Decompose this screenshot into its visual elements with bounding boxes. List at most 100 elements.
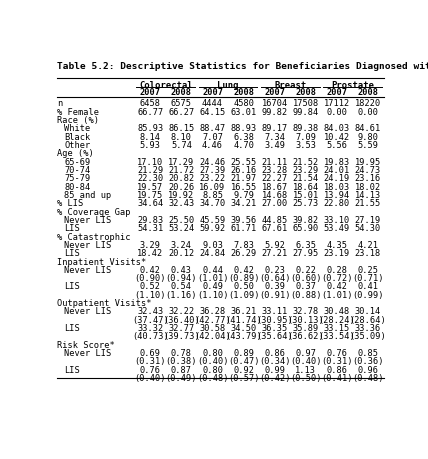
Text: 0.86: 0.86 <box>264 348 285 357</box>
Text: (28.64): (28.64) <box>350 315 386 324</box>
Text: (0.48): (0.48) <box>197 373 228 382</box>
Text: 19.57: 19.57 <box>137 182 163 191</box>
Text: 4.70: 4.70 <box>233 140 254 150</box>
Text: Lung: Lung <box>217 80 239 90</box>
Text: 44.85: 44.85 <box>262 215 288 224</box>
Text: 0.22: 0.22 <box>295 265 316 274</box>
Text: 7.83: 7.83 <box>233 241 254 249</box>
Text: 30.58: 30.58 <box>199 324 226 332</box>
Text: 5.74: 5.74 <box>171 140 192 150</box>
Text: 67.61: 67.61 <box>262 224 288 233</box>
Text: Never LIS: Never LIS <box>64 348 111 357</box>
Text: 0.52: 0.52 <box>140 282 161 291</box>
Text: 36.21: 36.21 <box>231 307 257 316</box>
Text: (0.88): (0.88) <box>290 290 321 299</box>
Text: Risk Score*: Risk Score* <box>57 340 115 349</box>
Text: 21.54: 21.54 <box>293 174 319 183</box>
Text: 36.35: 36.35 <box>262 324 288 332</box>
Text: 34.64: 34.64 <box>137 199 163 208</box>
Text: 45.59: 45.59 <box>199 215 226 224</box>
Text: 65.90: 65.90 <box>293 224 319 233</box>
Text: (0.91): (0.91) <box>259 290 291 299</box>
Text: (0.47): (0.47) <box>228 357 259 366</box>
Text: 0.80: 0.80 <box>202 348 223 357</box>
Text: LIS: LIS <box>64 365 80 374</box>
Text: Never LIS: Never LIS <box>64 307 111 316</box>
Text: % LIS: % LIS <box>57 199 83 208</box>
Text: 54.30: 54.30 <box>355 224 381 233</box>
Text: (0.41): (0.41) <box>321 373 353 382</box>
Text: 24.73: 24.73 <box>355 166 381 174</box>
Text: 3.24: 3.24 <box>171 241 192 249</box>
Text: 32.22: 32.22 <box>168 307 195 316</box>
Text: 0.80: 0.80 <box>202 365 223 374</box>
Text: 0.00: 0.00 <box>327 107 348 117</box>
Text: 2008: 2008 <box>295 88 316 97</box>
Text: 22.27: 22.27 <box>262 174 288 183</box>
Text: 61.71: 61.71 <box>231 224 257 233</box>
Text: 0.96: 0.96 <box>357 365 378 374</box>
Text: 1.13: 1.13 <box>295 365 316 374</box>
Text: % Catastrophic: % Catastrophic <box>57 232 130 241</box>
Text: 0.42: 0.42 <box>233 265 254 274</box>
Text: (1.01): (1.01) <box>197 274 228 283</box>
Text: 4580: 4580 <box>233 99 254 108</box>
Text: Prostate: Prostate <box>331 80 374 90</box>
Text: 17.10: 17.10 <box>137 157 163 166</box>
Text: 9.79: 9.79 <box>233 190 254 200</box>
Text: 9.03: 9.03 <box>202 241 223 249</box>
Text: 0.76: 0.76 <box>140 365 161 374</box>
Text: 36.28: 36.28 <box>199 307 226 316</box>
Text: 26.29: 26.29 <box>231 249 257 257</box>
Text: 70-74: 70-74 <box>64 166 90 174</box>
Text: 32.43: 32.43 <box>168 199 195 208</box>
Text: 25.50: 25.50 <box>168 215 195 224</box>
Text: 33.11: 33.11 <box>262 307 288 316</box>
Text: 5.56: 5.56 <box>327 140 348 150</box>
Text: (0.40): (0.40) <box>197 357 228 366</box>
Text: 30.14: 30.14 <box>355 307 381 316</box>
Text: (0.71): (0.71) <box>352 274 384 283</box>
Text: (0.72): (0.72) <box>321 274 353 283</box>
Text: 23.16: 23.16 <box>355 174 381 183</box>
Text: (30.13): (30.13) <box>288 315 324 324</box>
Text: 23.29: 23.29 <box>293 166 319 174</box>
Text: 0.49: 0.49 <box>202 282 223 291</box>
Text: 27.39: 27.39 <box>199 166 226 174</box>
Text: (43.79): (43.79) <box>225 332 262 341</box>
Text: 30.48: 30.48 <box>324 307 350 316</box>
Text: 0.92: 0.92 <box>233 365 254 374</box>
Text: 20.82: 20.82 <box>168 174 195 183</box>
Text: 59.92: 59.92 <box>199 224 226 233</box>
Text: (0.31): (0.31) <box>321 357 353 366</box>
Text: 0.42: 0.42 <box>140 265 161 274</box>
Text: 84.61: 84.61 <box>355 124 381 133</box>
Text: 33.36: 33.36 <box>355 324 381 332</box>
Text: 0.69: 0.69 <box>140 348 161 357</box>
Text: 66.77: 66.77 <box>137 107 163 117</box>
Text: 18.02: 18.02 <box>355 182 381 191</box>
Text: 21.11: 21.11 <box>262 157 288 166</box>
Text: 64.15: 64.15 <box>199 107 226 117</box>
Text: (35.64): (35.64) <box>256 332 293 341</box>
Text: 25.73: 25.73 <box>293 199 319 208</box>
Text: 0.99: 0.99 <box>264 365 285 374</box>
Text: 27.00: 27.00 <box>262 199 288 208</box>
Text: 22.80: 22.80 <box>324 199 350 208</box>
Text: 0.89: 0.89 <box>233 348 254 357</box>
Text: LIS: LIS <box>64 282 80 291</box>
Text: 2007: 2007 <box>202 88 223 97</box>
Text: 0.25: 0.25 <box>357 265 378 274</box>
Text: (1.09): (1.09) <box>228 290 259 299</box>
Text: 4.35: 4.35 <box>327 241 348 249</box>
Text: 86.15: 86.15 <box>168 124 195 133</box>
Text: (0.40): (0.40) <box>134 373 166 382</box>
Text: 2007: 2007 <box>140 88 161 97</box>
Text: 21.97: 21.97 <box>231 174 257 183</box>
Text: 2007: 2007 <box>264 88 285 97</box>
Text: 18220: 18220 <box>355 99 381 108</box>
Text: 75-79: 75-79 <box>64 174 90 183</box>
Text: (1.10): (1.10) <box>134 290 166 299</box>
Text: (0.60): (0.60) <box>290 274 321 283</box>
Text: (0.99): (0.99) <box>352 290 384 299</box>
